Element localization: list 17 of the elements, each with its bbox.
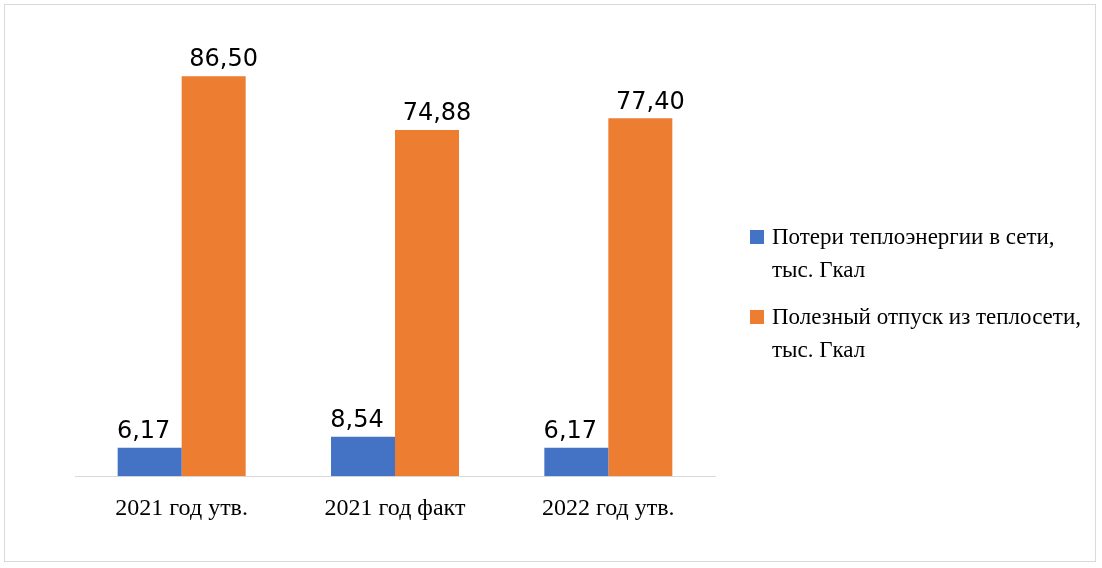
data-label: 6,17 <box>543 415 598 444</box>
x-tick-label: 2021 год утв. <box>115 493 248 520</box>
data-label: 6,17 <box>116 415 171 444</box>
bar <box>608 118 673 477</box>
legend-label: Полезный отпуск из теплосети, тыс. Гкал <box>771 303 1082 364</box>
data-label: 77,40 <box>615 86 685 115</box>
x-tick-label: 2022 год утв. <box>542 493 675 520</box>
x-tick-label: 2021 год факт <box>324 493 466 520</box>
bar <box>117 447 182 477</box>
legend-label: Потери теплоэнергии в сети, тыс. Гкал <box>771 223 1056 284</box>
data-label: 74,88 <box>402 98 472 127</box>
data-label: 86,50 <box>189 44 259 73</box>
data-label: 8,54 <box>330 404 384 433</box>
bar <box>181 76 246 477</box>
bar <box>544 447 609 477</box>
bar <box>331 436 395 477</box>
bar <box>395 129 459 477</box>
